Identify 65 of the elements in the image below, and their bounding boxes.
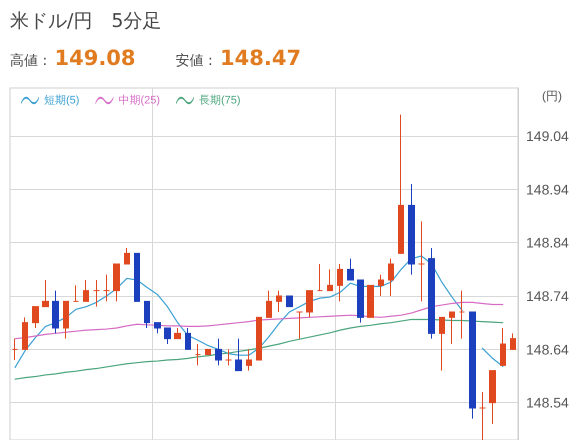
candlestick <box>124 248 130 264</box>
candlestick <box>154 322 161 334</box>
candlestick <box>12 338 18 360</box>
legend-label: 短期(5) <box>44 94 80 106</box>
candlestick <box>205 348 211 356</box>
candlestick <box>459 290 465 340</box>
candlestick <box>174 328 181 340</box>
candlestick <box>327 268 333 292</box>
candlestick <box>500 328 506 366</box>
candlestick <box>408 184 415 276</box>
y-tick-label: 148.94 <box>526 181 570 198</box>
candlestick <box>367 284 374 318</box>
candlestick <box>469 312 476 420</box>
candlestick <box>489 370 496 424</box>
candlestick <box>134 252 140 302</box>
y-tick-label: 148.54 <box>526 394 570 411</box>
candlestick <box>296 312 303 340</box>
candlestick <box>52 290 59 334</box>
line-series <box>14 318 504 380</box>
candlestick <box>286 296 293 308</box>
candlestick <box>428 248 435 340</box>
candlestick <box>144 300 150 328</box>
candlestick <box>357 280 364 324</box>
candlestick <box>317 264 323 292</box>
candlestick <box>246 348 252 372</box>
candlestick <box>439 316 445 372</box>
candlestick <box>378 274 384 296</box>
candlestick <box>215 338 222 366</box>
candlestick <box>113 264 120 302</box>
candlestick <box>276 290 282 312</box>
candlestick <box>32 306 39 328</box>
candlestick <box>347 258 354 280</box>
y-tick-label: 149.04 <box>526 128 570 144</box>
candlestick <box>42 280 49 308</box>
candlestick <box>164 328 171 344</box>
candlestick <box>256 316 262 360</box>
candlestick <box>22 316 28 350</box>
chart-title: 米ドル/円 5分足 <box>10 9 162 34</box>
candlestick <box>510 332 516 350</box>
candlestick <box>418 220 425 302</box>
candlestick <box>337 264 343 302</box>
candlestick <box>93 280 100 308</box>
legend-label: 長期(75) <box>199 94 241 106</box>
legend-label: 中期(25) <box>118 94 160 106</box>
y-tick-label: 148.64 <box>526 341 570 358</box>
candlestick <box>103 274 110 302</box>
candlestick <box>235 338 242 372</box>
candlestick <box>398 114 404 254</box>
text: 安値 : 148.47 <box>176 46 302 70</box>
candlestick <box>73 284 79 302</box>
y-tick-label: 148.84 <box>526 234 570 251</box>
candlestick <box>479 392 486 440</box>
candlestick <box>449 312 455 344</box>
candlestick <box>225 348 232 366</box>
candlestick <box>306 290 313 318</box>
candlestick <box>63 300 69 340</box>
text: 高値 : 149.08 <box>10 46 136 70</box>
candlestick <box>185 328 191 350</box>
candlestick <box>83 280 89 302</box>
line-series <box>14 302 504 340</box>
candlestick <box>266 290 272 318</box>
candlestick <box>195 344 201 366</box>
y-axis-title: (円) <box>542 89 562 103</box>
y-tick-label: 148.74 <box>526 288 570 304</box>
candlestick <box>388 258 394 296</box>
